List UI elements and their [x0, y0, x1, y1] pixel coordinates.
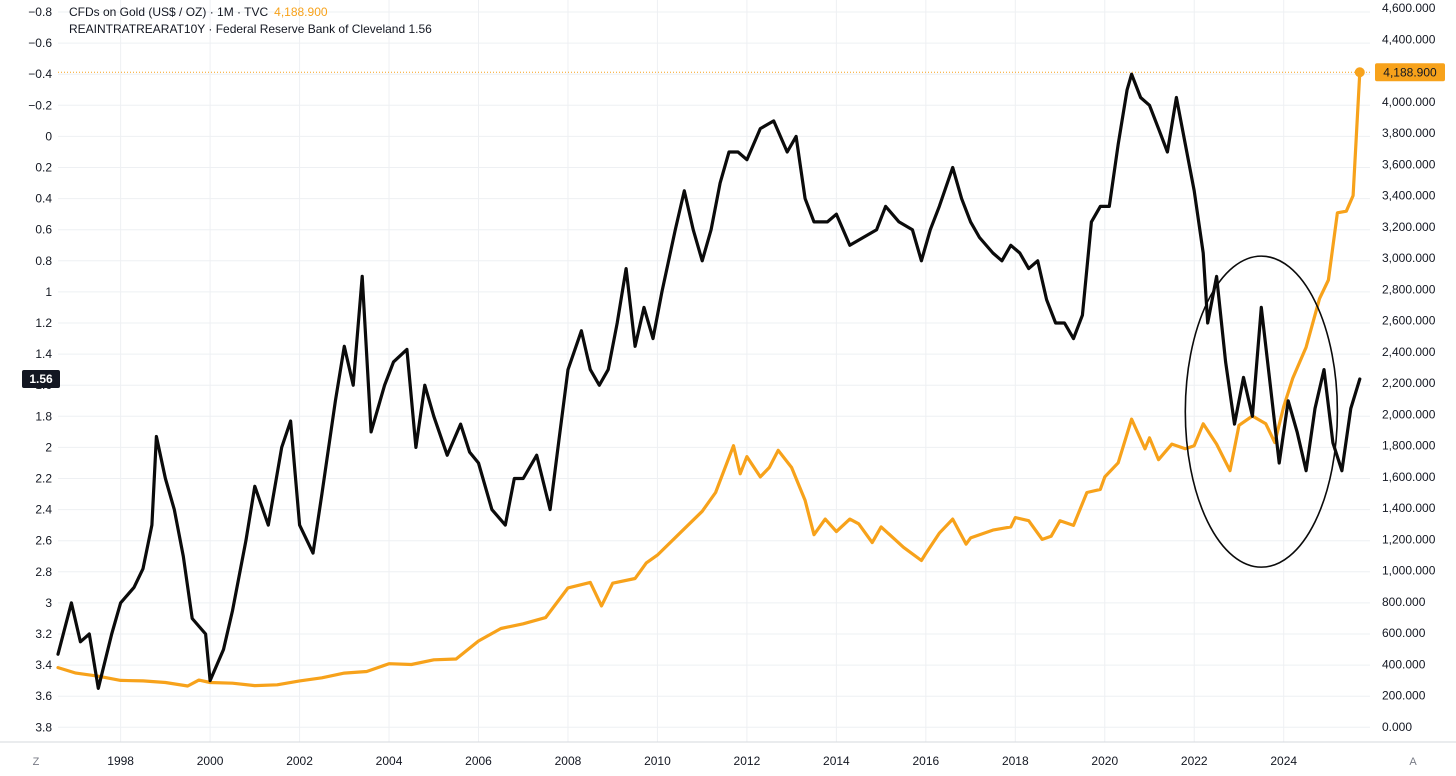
x-axis-tick-label: 2008	[555, 754, 582, 768]
gold-last-point	[1354, 67, 1365, 78]
right-axis-tick-label: 2,000.000	[1382, 407, 1436, 421]
left-axis-tick-label: 1.8	[35, 409, 52, 423]
series-group	[56, 70, 1362, 690]
x-axis-tick-label: 2012	[734, 754, 761, 768]
left-axis-tick-label: 2.6	[35, 534, 52, 548]
left-axis-tick-label: 3	[45, 596, 52, 610]
x-axis-tick-label: 2014	[823, 754, 850, 768]
right-axis-tick-label: 3,600.000	[1382, 157, 1436, 171]
right-axis-tick-label: 2,400.000	[1382, 345, 1436, 359]
legend-gold-value: 4,188.900	[274, 5, 328, 19]
left-axis-tick-label: 0.4	[35, 192, 52, 206]
left-axis-tick-label: 3.6	[35, 689, 52, 703]
rates-last-value-badge	[22, 369, 60, 388]
x-axis-tick-label: 2020	[1091, 754, 1118, 768]
x-axis-tick-label: 1998	[107, 754, 134, 768]
right-axis-tick-label: 600.000	[1382, 626, 1426, 640]
legend-gold-label: CFDs on Gold (US$ / OZ) · 1M · TVC	[69, 5, 269, 19]
right-axis-tick-label: 2,200.000	[1382, 376, 1436, 390]
right-axis-tick-label: 3,800.000	[1382, 126, 1436, 140]
x-axis-tick-label: 2002	[286, 754, 313, 768]
left-axis-tick-label: 1.2	[35, 316, 52, 330]
x-axis-tick-label: 2024	[1270, 754, 1297, 768]
right-axis-tick-label: 0.000	[1382, 720, 1412, 734]
x-axis-tick-label: 2006	[465, 754, 492, 768]
corner-label-right: A	[1409, 756, 1417, 768]
legend: CFDs on Gold (US$ / OZ) · 1M · TVC 4,188.…	[69, 4, 432, 38]
right-axis: 0.000 200.000 400.000 600.000 800.000 1,000.0…	[1382, 1, 1436, 734]
right-axis-tick-label: 1,800.000	[1382, 439, 1436, 453]
left-axis-tick-label: −0.4	[28, 67, 52, 81]
left-axis-tick-label: 1	[45, 285, 52, 299]
left-axis-tick-label: 2.4	[35, 503, 52, 517]
right-axis-tick-label: 1,200.000	[1382, 532, 1436, 546]
left-axis-tick-label: 3.4	[35, 658, 52, 672]
left-axis-tick-label: −0.6	[28, 36, 52, 50]
x-axis: 1998 2000 2002 2004 2006 2008 2010 2012 2014 2016…	[0, 741, 1456, 768]
x-axis-tick-label: 2000	[197, 754, 224, 768]
right-axis-tick-label: 3,200.000	[1382, 220, 1436, 234]
left-axis-tick-label: 3.2	[35, 627, 52, 641]
left-axis-tick-label: 2.2	[35, 472, 52, 486]
rates-series-line	[56, 72, 1362, 690]
right-axis-tick-label: 1,000.000	[1382, 564, 1436, 578]
left-axis-tick-label: −0.2	[28, 98, 52, 112]
right-axis-tick-label: 1,400.000	[1382, 501, 1436, 515]
left-axis: −0.8−0.6−0.4−0.200.20.40.60.811.21.41.61…	[28, 5, 52, 734]
gold-last-value-badge	[1375, 63, 1445, 82]
right-axis-tick-label: 2,600.000	[1382, 314, 1436, 328]
corner-label-left: Z	[33, 756, 40, 768]
left-axis-tick-label: 0.6	[35, 223, 52, 237]
x-axis-tick-label: 2004	[376, 754, 403, 768]
grid	[58, 0, 1370, 742]
annotations	[58, 67, 1370, 568]
legend-rates-value: 1.56	[408, 22, 432, 36]
left-axis-tick-label: −0.8	[28, 5, 52, 19]
rates-last-value-label: 1.56	[29, 372, 53, 386]
left-axis-tick-label: 1.4	[35, 347, 52, 361]
left-axis-tick-label: 2	[45, 440, 52, 454]
legend-rates[interactable]: REAINTRATREARAT10Y · Federal Reserve Ban…	[69, 21, 432, 38]
right-axis-tick-label: 400.000	[1382, 657, 1426, 671]
axis-value-labels: 1.56 4,188.900	[22, 63, 1445, 388]
x-axis-tick-label: 2010	[644, 754, 671, 768]
left-axis-tick-label: 0	[45, 129, 52, 143]
x-axis-tick-label: 2018	[1002, 754, 1029, 768]
right-axis-tick-label: 800.000	[1382, 595, 1426, 609]
left-axis-tick-label: 3.8	[35, 720, 52, 734]
right-axis-tick-label: 4,000.000	[1382, 95, 1436, 109]
legend-gold[interactable]: CFDs on Gold (US$ / OZ) · 1M · TVC 4,188.…	[69, 4, 432, 21]
right-axis-tick-label: 1,600.000	[1382, 470, 1436, 484]
x-axis-tick-label: 2016	[912, 754, 939, 768]
right-axis-tick-label: 2,800.000	[1382, 282, 1436, 296]
highlight-circle	[1184, 255, 1339, 568]
left-axis-tick-label: 0.2	[35, 161, 52, 175]
right-axis-tick-label: 3,400.000	[1382, 189, 1436, 203]
x-axis-tick-label: 2022	[1181, 754, 1208, 768]
left-axis-tick-label: 2.8	[35, 565, 52, 579]
right-axis-tick-label: 3,000.000	[1382, 251, 1436, 265]
legend-rates-label: REAINTRATREARAT10Y · Federal Reserve Ban…	[69, 22, 406, 36]
right-axis-tick-label: 4,600.000	[1382, 1, 1436, 15]
right-axis-tick-label: 200.000	[1382, 689, 1426, 703]
gold-series-line	[56, 70, 1362, 688]
gold-last-value-label: 4,188.900	[1383, 65, 1437, 79]
left-axis-tick-label: 0.8	[35, 254, 52, 268]
right-axis-tick-label: 4,400.000	[1382, 32, 1436, 46]
